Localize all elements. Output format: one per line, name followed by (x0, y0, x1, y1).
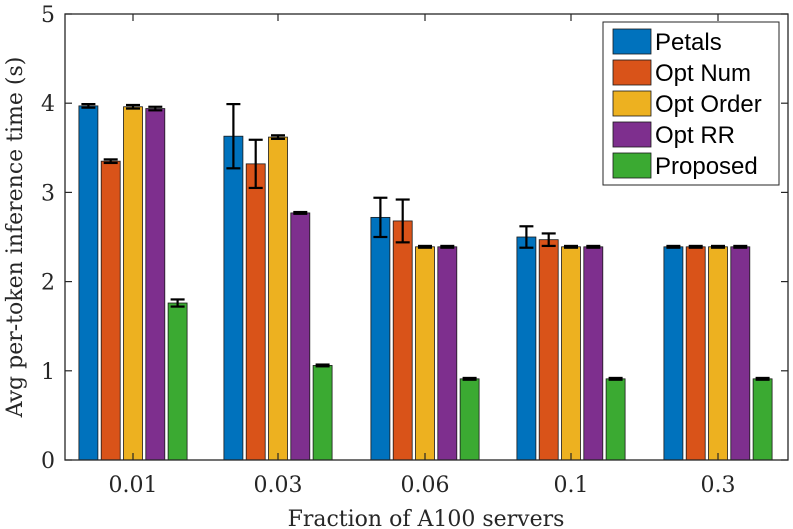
bar-proposed-0.01 (167, 302, 188, 461)
legend-label: Proposed (655, 153, 758, 180)
error-bar-opt-order-0.1 (564, 244, 578, 249)
error-bar-opt-rr-0.03 (293, 210, 308, 215)
y-tick-label: 2 (41, 271, 55, 296)
y-axis-label: Avg per-token inference time (s) (3, 57, 28, 419)
y-tick-label: 5 (41, 3, 55, 28)
legend-label: Opt Order (655, 91, 762, 118)
bar-opt-order-0.03 (268, 136, 288, 461)
y-axis: 0 1 2 3 4 5 (41, 3, 788, 474)
legend-item-opt-num: Opt Num (612, 59, 751, 87)
legend-swatch (612, 121, 652, 148)
bar-opt-order-0.3 (708, 246, 728, 461)
legend-item-petals: Petals (612, 28, 722, 56)
bar-petals-0.3 (663, 246, 684, 461)
x-tick-label: 0.1 (554, 473, 589, 498)
bar-opt-num-0.06 (392, 220, 413, 461)
legend-item-opt-order: Opt Order (612, 90, 762, 118)
bar-proposed-0.3 (752, 378, 773, 461)
legend-swatch (612, 59, 652, 86)
error-bar-proposed-0.01 (170, 298, 185, 308)
bar-proposed-0.06 (459, 378, 480, 461)
legend-swatch (612, 28, 652, 55)
bar-proposed-0.03 (312, 365, 333, 461)
y-tick-label: 0 (41, 449, 55, 474)
axes-box (64, 13, 789, 461)
error-bar-petals-0.3 (666, 244, 681, 249)
legend-swatch (612, 90, 652, 117)
bar-petals-0.01 (78, 105, 99, 461)
x-tick-label: 0.01 (109, 473, 158, 498)
bar-opt-order-0.1 (561, 246, 581, 461)
error-bar-opt-rr-0.3 (733, 244, 748, 249)
bar-opt-num-0.01 (100, 160, 121, 461)
error-bar-petals-0.03 (226, 102, 241, 170)
error-bar-opt-order-0.01 (126, 103, 140, 110)
y-tick-label: 4 (41, 92, 55, 117)
legend: Petals Opt Num Opt Order Opt RR Proposed (602, 21, 780, 186)
bar-opt-num-0.03 (245, 163, 266, 461)
bar-opt-num-0.1 (538, 239, 559, 461)
y-tick-label: 1 (41, 360, 55, 385)
legend-label: Opt RR (655, 122, 735, 149)
error-bar-petals-0.01 (81, 102, 96, 109)
y-tick-label: 3 (41, 181, 55, 206)
error-bar-opt-rr-0.1 (586, 244, 601, 249)
error-bar-opt-num-0.01 (103, 158, 118, 165)
legend-swatch (612, 152, 652, 179)
x-axis-label: Fraction of A100 servers (288, 507, 565, 529)
bar-petals-0.03 (223, 135, 244, 461)
bars-layer (78, 105, 773, 461)
x-tick-label: 0.06 (401, 473, 450, 498)
legend-item-opt-rr: Opt RR (612, 121, 735, 149)
x-axis: 0.01 0.03 0.06 0.1 0.3 (109, 14, 736, 498)
error-bar-opt-num-0.06 (395, 198, 410, 244)
bar-opt-order-0.06 (415, 246, 435, 461)
error-bar-opt-num-0.1 (541, 232, 556, 248)
error-bar-opt-rr-0.01 (148, 105, 163, 112)
error-bar-opt-rr-0.06 (440, 244, 455, 249)
bar-petals-0.1 (516, 236, 537, 461)
bar-opt-order-0.01 (123, 106, 143, 461)
error-bar-petals-0.06 (373, 196, 388, 239)
bar-petals-0.06 (370, 216, 391, 461)
error-bar-opt-num-0.03 (248, 138, 263, 190)
bar-opt-rr-0.03 (290, 212, 311, 461)
error-bar-proposed-0.03 (315, 363, 330, 368)
legend-item-proposed: Proposed (612, 152, 758, 180)
error-bar-opt-num-0.3 (688, 244, 703, 249)
bar-opt-num-0.3 (685, 246, 706, 461)
error-bars-layer (81, 102, 770, 381)
bar-opt-rr-0.06 (437, 246, 458, 461)
bar-proposed-0.1 (605, 378, 626, 461)
error-bar-petals-0.1 (519, 225, 534, 249)
error-bar-proposed-0.06 (462, 376, 477, 381)
error-bar-proposed-0.1 (608, 376, 623, 381)
error-bar-opt-order-0.03 (271, 134, 285, 140)
error-bar-proposed-0.3 (755, 376, 770, 381)
legend-label: Petals (655, 29, 722, 56)
error-bar-opt-order-0.06 (418, 244, 432, 249)
x-tick-label: 0.03 (254, 473, 303, 498)
x-tick-label: 0.3 (701, 473, 736, 498)
legend-label: Opt Num (655, 60, 751, 87)
bar-opt-rr-0.1 (583, 246, 604, 461)
error-bar-opt-order-0.3 (711, 244, 725, 249)
bar-opt-rr-0.3 (730, 246, 751, 461)
bar-opt-rr-0.01 (145, 108, 166, 461)
